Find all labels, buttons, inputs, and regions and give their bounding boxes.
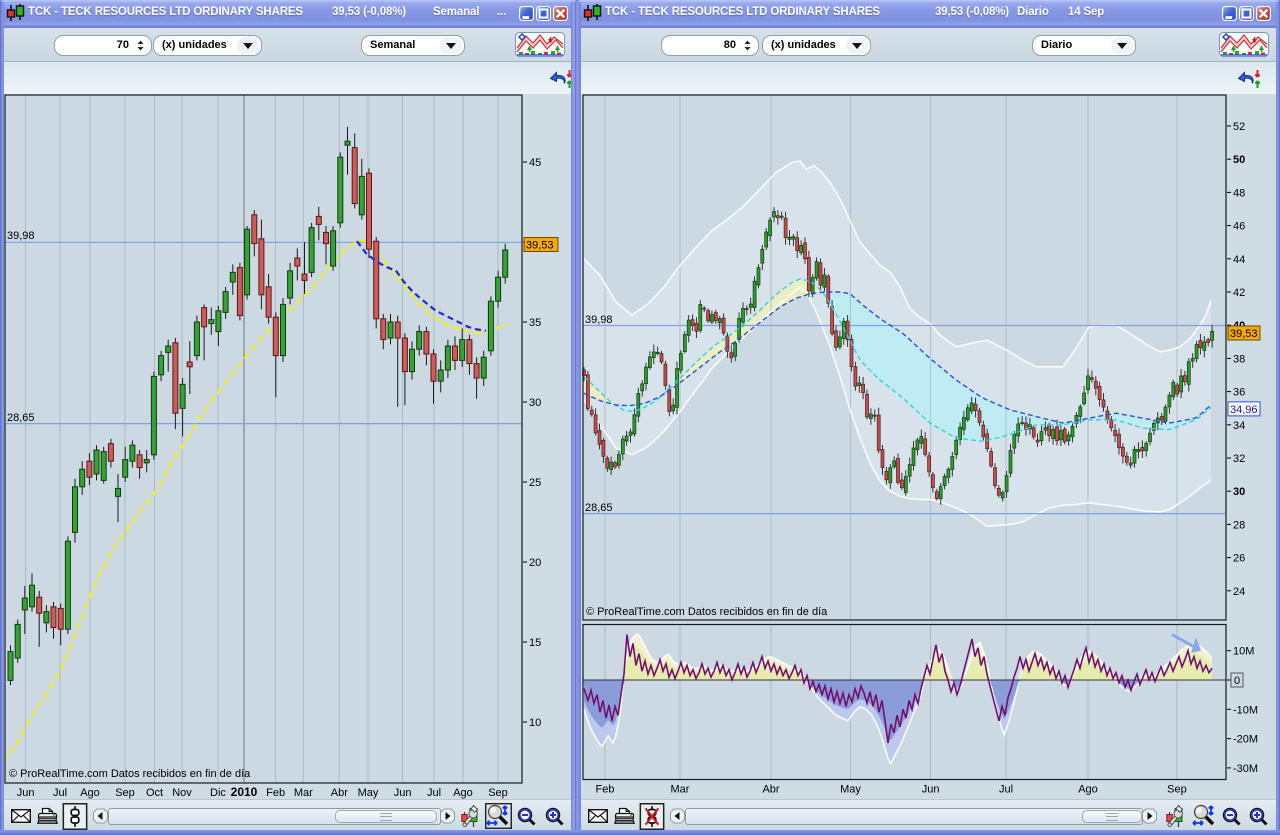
svg-text:15: 15 [529, 637, 541, 649]
svg-text:May: May [358, 787, 379, 799]
svg-text:34,96: 34,96 [1230, 404, 1258, 416]
svg-text:20: 20 [529, 557, 541, 569]
svg-text:50: 50 [1233, 154, 1245, 166]
svg-text:Jun: Jun [394, 787, 412, 799]
svg-text:39,98: 39,98 [7, 230, 35, 242]
svg-text:36: 36 [1233, 387, 1245, 399]
svg-text:Ago: Ago [80, 787, 100, 799]
svg-text:Sep: Sep [488, 787, 508, 799]
svg-text:34: 34 [1233, 420, 1245, 432]
svg-text:45: 45 [529, 157, 541, 169]
svg-text:28: 28 [1233, 519, 1245, 531]
svg-text:Oct: Oct [146, 787, 163, 799]
svg-text:42: 42 [1233, 287, 1245, 299]
svg-text:39,98: 39,98 [585, 314, 613, 326]
svg-text:39,53: 39,53 [526, 240, 554, 252]
svg-text:Mar: Mar [671, 784, 690, 796]
svg-text:May: May [840, 784, 861, 796]
svg-text:Ago: Ago [453, 787, 473, 799]
svg-text:-20M: -20M [1233, 734, 1258, 746]
svg-text:38: 38 [1233, 353, 1245, 365]
svg-text:52: 52 [1233, 121, 1245, 133]
svg-text:39,53: 39,53 [1230, 328, 1258, 340]
svg-text:-10M: -10M [1233, 704, 1258, 716]
svg-text:Jun: Jun [17, 787, 35, 799]
svg-text:Abr: Abr [331, 787, 348, 799]
svg-text:25: 25 [529, 477, 541, 489]
svg-text:0: 0 [1234, 675, 1240, 687]
svg-text:Jul: Jul [999, 784, 1013, 796]
svg-text:10: 10 [529, 717, 541, 729]
svg-text:24: 24 [1233, 586, 1245, 598]
svg-text:Dic: Dic [210, 787, 226, 799]
svg-text:30: 30 [1233, 486, 1245, 498]
svg-text:Sep: Sep [1167, 784, 1187, 796]
svg-text:Abr: Abr [762, 784, 779, 796]
svg-text:44: 44 [1233, 254, 1245, 266]
svg-text:28,65: 28,65 [7, 412, 35, 424]
svg-text:Jun: Jun [922, 784, 940, 796]
svg-text:Jul: Jul [427, 787, 441, 799]
svg-text:35: 35 [529, 317, 541, 329]
svg-text:Feb: Feb [266, 787, 285, 799]
svg-text:28,65: 28,65 [585, 502, 613, 514]
svg-text:© ProRealTime.com Datos recib: © ProRealTime.com Datos recibidos en fin… [586, 606, 828, 618]
svg-text:26: 26 [1233, 553, 1245, 565]
svg-text:Jul: Jul [53, 787, 67, 799]
svg-text:Nov: Nov [172, 787, 192, 799]
svg-text:Feb: Feb [596, 784, 615, 796]
svg-text:© ProRealTime.com Datos recib: © ProRealTime.com Datos recibidos en fin… [9, 768, 251, 780]
svg-text:10M: 10M [1233, 646, 1254, 658]
svg-text:Ago: Ago [1078, 784, 1098, 796]
svg-text:2010: 2010 [231, 785, 258, 799]
svg-text:48: 48 [1233, 187, 1245, 199]
svg-text:46: 46 [1233, 221, 1245, 233]
svg-text:30: 30 [529, 397, 541, 409]
svg-text:Sep: Sep [115, 787, 135, 799]
svg-text:Mar: Mar [294, 787, 313, 799]
svg-text:-30M: -30M [1233, 763, 1258, 775]
svg-text:32: 32 [1233, 453, 1245, 465]
